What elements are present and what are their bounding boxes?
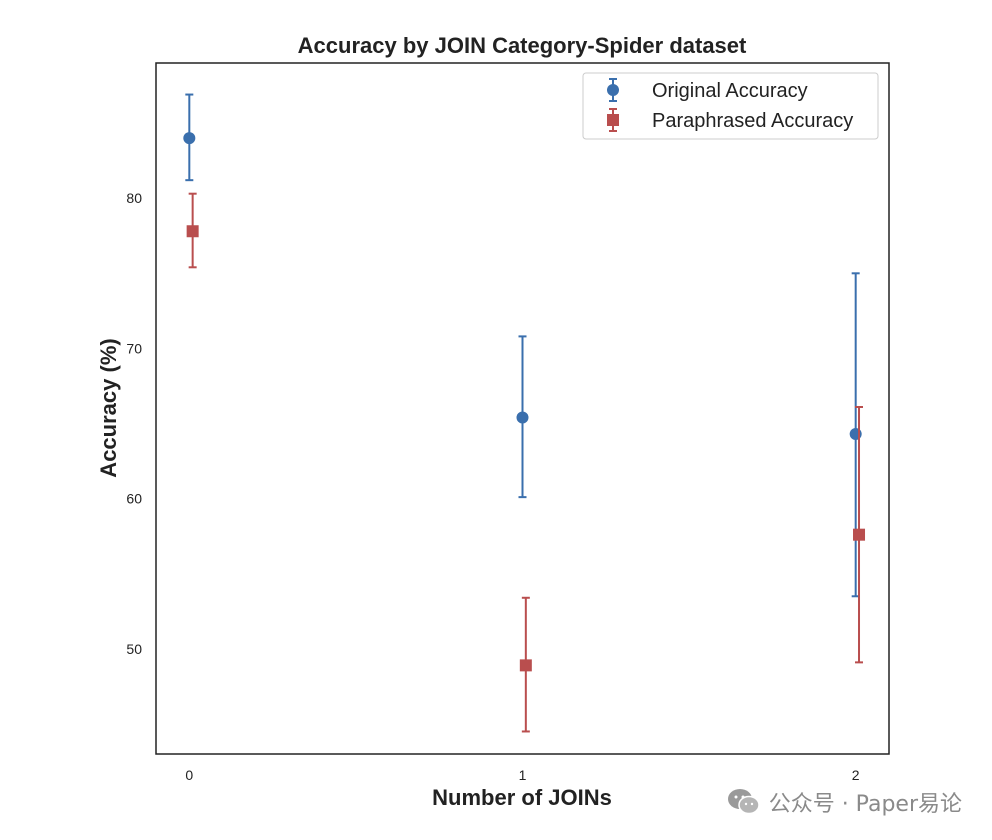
legend-item: Paraphrased Accuracy <box>607 108 853 132</box>
legend-marker <box>607 114 619 126</box>
watermark: 公众号 · Paper易论 <box>727 786 962 818</box>
series-paraphrased <box>186 192 866 733</box>
data-point <box>853 528 866 541</box>
legend-item: Original Accuracy <box>607 78 808 102</box>
series-layer <box>183 93 866 733</box>
series-original <box>183 93 862 598</box>
y-tick-label: 50 <box>126 641 142 657</box>
watermark-text: 公众号 · Paper易论 <box>768 792 962 817</box>
legend-box <box>582 72 879 140</box>
y-axis-label: Accuracy (%) <box>96 338 121 477</box>
data-point <box>183 132 196 145</box>
legend-label: Original Accuracy <box>652 80 808 102</box>
wechat-icon <box>727 789 760 815</box>
legend-label: Paraphrased Accuracy <box>652 110 853 132</box>
x-axis-label: Number of JOINs <box>432 785 612 810</box>
chart-title: Accuracy by JOIN Category-Spider dataset <box>298 33 747 58</box>
data-point <box>519 659 532 672</box>
y-tick-label: 70 <box>126 340 142 356</box>
x-tick-label: 2 <box>852 767 860 783</box>
x-tick-label: 0 <box>185 767 193 783</box>
y-axis-ticks: 50 60 70 80 <box>126 190 142 657</box>
x-axis-ticks: 0 1 2 <box>185 767 859 783</box>
y-tick-label: 60 <box>126 491 142 507</box>
data-point <box>516 411 529 424</box>
data-point <box>186 225 199 238</box>
legend-marker <box>607 84 619 96</box>
x-tick-label: 1 <box>519 767 527 783</box>
legend: Original Accuracy Paraphrased Accuracy <box>582 72 879 140</box>
y-tick-label: 80 <box>126 190 142 206</box>
plot-area <box>155 62 890 755</box>
